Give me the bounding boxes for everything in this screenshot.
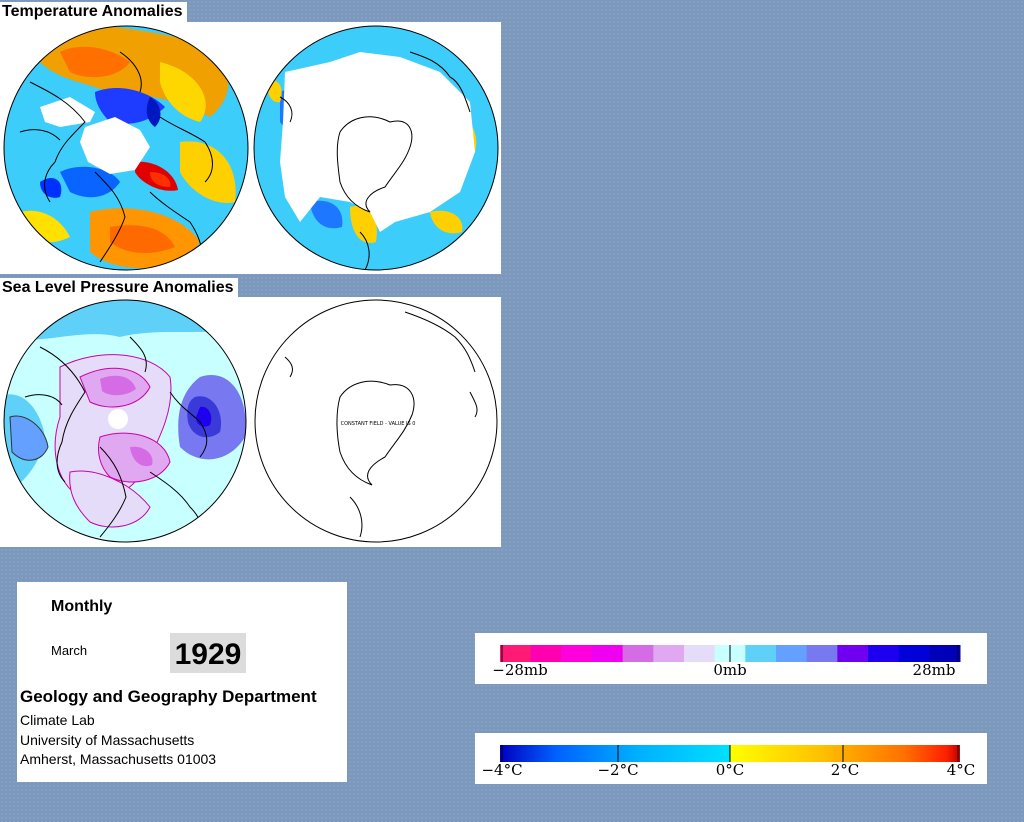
pressure-swatch	[868, 645, 900, 662]
pressure-swatch	[684, 645, 716, 662]
pressure-colorbar	[500, 645, 961, 662]
pressure-maps-panel: CONSTANT FIELD - VALUE IS 0	[0, 297, 501, 547]
pressure-swatch	[898, 645, 930, 662]
pressure-swatch	[561, 645, 593, 662]
info-box: Monthly March 1929 Geology and Geography…	[17, 582, 347, 782]
temperature-legend-minus2: −2°C	[597, 761, 639, 779]
address-label: Amherst, Massachusetts 01003	[20, 751, 217, 767]
pressure-swatch	[806, 645, 838, 662]
pressure-map-south: CONSTANT FIELD - VALUE IS 0	[254, 299, 498, 543]
month-label: March	[51, 643, 88, 658]
pressure-swatch	[837, 645, 869, 662]
frequency-label: Monthly	[51, 598, 113, 615]
temperature-legend-zero: 0°C	[715, 761, 745, 779]
pressure-swatch	[653, 645, 685, 662]
pressure-swatch	[776, 645, 808, 662]
pressure-swatch	[592, 645, 624, 662]
department-label: Geology and Geography Department	[20, 687, 317, 706]
pressure-legend-max: 28mb	[912, 661, 956, 679]
pressure-legend-min: −28mb	[492, 661, 548, 679]
pressure-legend: −28mb 0mb 28mb	[475, 633, 987, 684]
university-label: University of Massachusetts	[20, 732, 195, 748]
temperature-colorbar	[500, 745, 960, 762]
pressure-swatch	[929, 645, 961, 662]
year-label: 1929	[170, 633, 246, 673]
temperature-legend: −4°C −2°C 0°C 2°C 4°C	[475, 733, 987, 784]
pressure-swatch	[500, 645, 532, 662]
pressure-swatch	[622, 645, 654, 662]
temperature-map-north	[4, 26, 248, 270]
sea-level-pressure-title: Sea Level Pressure Anomalies	[0, 278, 238, 298]
temperature-anomalies-title: Temperature Anomalies	[0, 2, 187, 22]
temperature-map-south	[254, 26, 498, 270]
pressure-legend-zero: 0mb	[713, 661, 747, 679]
temperature-legend-plus4: 4°C	[946, 761, 976, 779]
pressure-swatch	[530, 645, 562, 662]
pressure-swatch	[745, 645, 777, 662]
temperature-maps-panel	[0, 22, 501, 274]
temperature-legend-minus4: −4°C	[481, 761, 523, 779]
lab-label: Climate Lab	[20, 712, 95, 728]
pressure-map-north	[4, 300, 246, 542]
temperature-legend-plus2: 2°C	[830, 761, 860, 779]
constant-field-annotation: CONSTANT FIELD - VALUE IS 0	[341, 421, 416, 427]
